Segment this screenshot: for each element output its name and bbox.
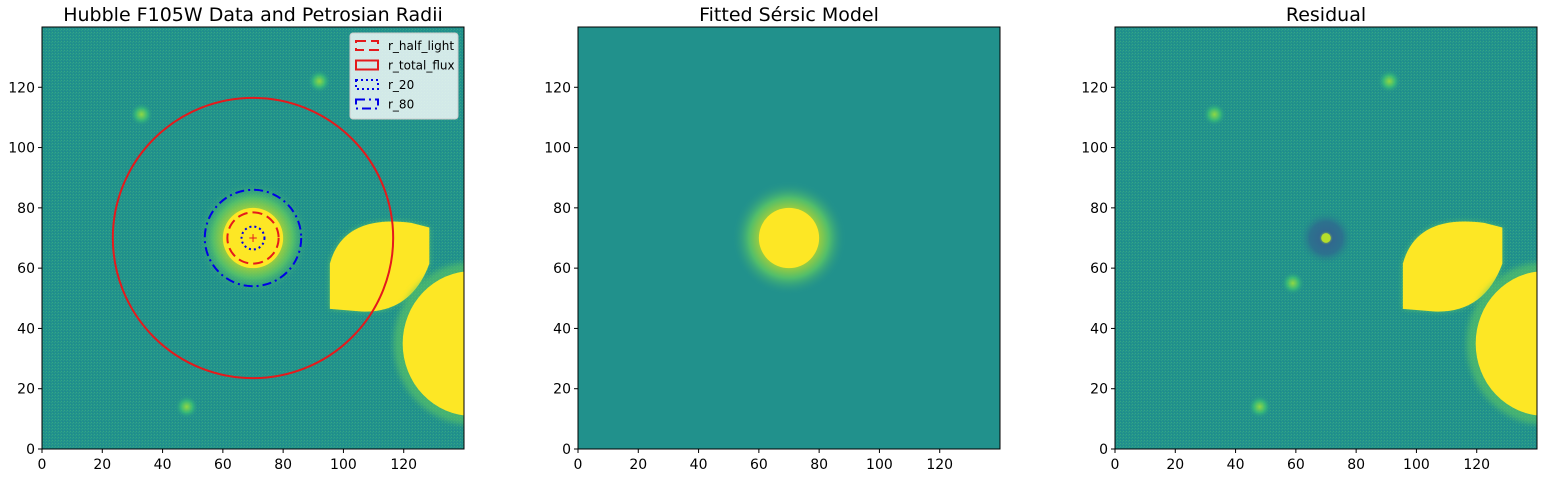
panel-3: 0 20 40 60 80 100 120 0 20 40 60 80 100 120 Residual — [1081, 4, 1538, 473]
y-tick-label: 20 — [553, 382, 571, 398]
axes-frame — [41, 26, 465, 450]
saturated-blob — [402, 271, 464, 416]
x-tick-label: 120 — [1463, 457, 1490, 473]
source-core — [758, 207, 820, 269]
x-tick-label: 20 — [629, 457, 647, 473]
y-tick-label: 0 — [26, 442, 35, 458]
image-area — [42, 27, 464, 449]
panel-title: Residual — [1286, 4, 1366, 26]
x-tick-label: 60 — [1287, 457, 1305, 473]
faint-source — [1280, 271, 1305, 296]
x-tick-label: 60 — [750, 457, 768, 473]
y-tick-label: 100 — [8, 141, 35, 157]
y-tick-label: 40 — [1090, 321, 1108, 337]
x-tick-label: 20 — [93, 457, 111, 473]
x-tick-label: 80 — [274, 457, 292, 473]
x-tick-label: 120 — [390, 457, 417, 473]
x-tick-label: 100 — [866, 457, 893, 473]
axes-frame — [577, 26, 1001, 450]
radius-r-20 — [240, 225, 266, 251]
y-tick-label: 120 — [8, 80, 35, 96]
x-tick-label: 80 — [810, 457, 828, 473]
x-tick-label: 20 — [1166, 457, 1184, 473]
y-tick-label: 0 — [1099, 442, 1108, 458]
panel-1: +0 20 40 60 80 100 120 0 20 40 60 80 100 120 Hubble F1… — [8, 4, 465, 473]
saturated-blob — [1402, 221, 1503, 312]
image-area — [1115, 27, 1537, 449]
faint-source — [129, 102, 154, 127]
legend-label: r_80 — [388, 98, 414, 112]
y-tick-label: 0 — [562, 442, 571, 458]
y-tick-label: 40 — [17, 321, 35, 337]
y-tick-label: 60 — [553, 261, 571, 277]
legend-swatch — [355, 79, 379, 90]
legend-box — [349, 32, 459, 120]
faint-source — [1202, 102, 1227, 127]
legend-label: r_total_flux — [388, 59, 455, 73]
y-tick-label: 80 — [1090, 201, 1108, 217]
x-tick-label: 80 — [1347, 457, 1365, 473]
panel-2: 0 20 40 60 80 100 120 0 20 40 60 80 100 120 Fitted Sér… — [544, 4, 1001, 473]
faint-source — [174, 394, 199, 419]
x-tick-label: 0 — [38, 457, 47, 473]
x-tick-label: 120 — [926, 457, 953, 473]
residual-core — [1321, 233, 1331, 243]
y-tick-label: 120 — [544, 80, 571, 96]
saturated-blob — [1475, 271, 1537, 416]
y-tick-label: 100 — [1081, 141, 1108, 157]
faint-source — [1377, 69, 1402, 94]
faint-source — [1247, 394, 1272, 419]
x-tick-label: 100 — [1403, 457, 1430, 473]
radius-r-total-flux — [111, 96, 395, 380]
faint-source — [307, 69, 332, 94]
y-tick-label: 120 — [1081, 80, 1108, 96]
axes-frame — [1114, 26, 1538, 450]
y-tick-label: 100 — [544, 141, 571, 157]
y-tick-label: 60 — [17, 261, 35, 277]
legend-swatch — [355, 59, 379, 71]
x-tick-label: 40 — [690, 457, 708, 473]
center-marker: + — [248, 231, 258, 245]
y-tick-label: 60 — [1090, 261, 1108, 277]
image-area — [578, 27, 1000, 449]
saturated-blob — [329, 221, 430, 312]
legend-label: r_half_light — [388, 39, 454, 53]
radius-r-half-light — [226, 211, 280, 265]
legend-swatch — [355, 98, 379, 110]
x-tick-label: 100 — [330, 457, 357, 473]
legend: r_half_light r_total_flux r_20 r_80 — [349, 32, 459, 120]
x-tick-label: 40 — [154, 457, 172, 473]
panel-title: Hubble F105W Data and Petrosian Radii — [63, 4, 443, 26]
y-tick-label: 80 — [17, 201, 35, 217]
y-tick-label: 80 — [553, 201, 571, 217]
source-core — [222, 207, 284, 269]
legend-label: r_20 — [388, 78, 414, 92]
x-tick-label: 0 — [1111, 457, 1120, 473]
y-tick-label: 20 — [1090, 382, 1108, 398]
x-tick-label: 40 — [1227, 457, 1245, 473]
y-tick-label: 20 — [17, 382, 35, 398]
x-tick-label: 60 — [214, 457, 232, 473]
radius-r-80 — [203, 188, 303, 288]
y-tick-label: 40 — [553, 321, 571, 337]
panel-title: Fitted Sérsic Model — [699, 4, 879, 26]
x-tick-label: 0 — [574, 457, 583, 473]
